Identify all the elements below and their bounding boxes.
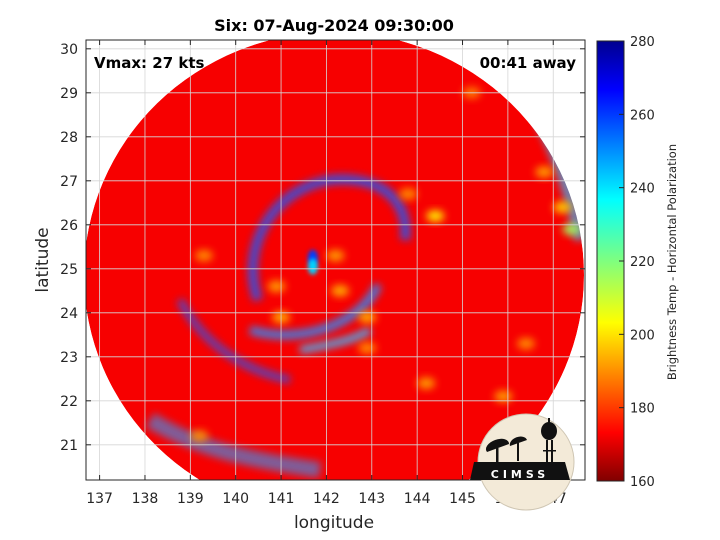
rainband-arc (145, 413, 322, 478)
swath-background (86, 40, 584, 480)
y-axis: 21 22 23 24 25 26 27 28 29 30 (60, 42, 585, 454)
feature-point (358, 342, 377, 354)
cimss-logo: CIMSS (470, 413, 575, 511)
y-tick-label: 30 (60, 42, 78, 58)
y-tick-label: 23 (60, 350, 78, 366)
rainband-arc (248, 282, 383, 340)
x-tick-label: 137 (86, 491, 113, 507)
y-tick-label: 24 (60, 306, 78, 322)
y-tick-label: 28 (60, 130, 78, 146)
feature-point (326, 249, 345, 262)
y-axis-label: latitude (33, 227, 53, 292)
x-tick-label: 138 (132, 491, 159, 507)
colorbar-label: Brightness Temp - Horizontal Polarizatio… (665, 144, 679, 380)
feature-point (535, 166, 554, 178)
feature-point (417, 377, 436, 390)
grid (86, 40, 585, 480)
satellite-dish-icon (485, 436, 527, 462)
feature-point (267, 280, 286, 293)
colorbar: 160 180 200 220 240 260 280 Brightness Temp - … (596, 35, 679, 490)
time-away-annotation: 00:41 away (480, 54, 577, 72)
feature-point (190, 430, 209, 442)
y-tick-label: 27 (60, 174, 78, 190)
x-tick-label: 143 (358, 491, 385, 507)
feature-point (426, 210, 445, 222)
y-tick-label: 26 (60, 218, 78, 234)
colorbar-tick-label: 220 (630, 255, 655, 270)
y-tick-label: 29 (60, 86, 78, 102)
colorbar-tick-label: 280 (630, 35, 655, 50)
feature-point (194, 249, 213, 262)
y-tick-label: 21 (60, 438, 78, 454)
feature-point (517, 337, 536, 350)
feature-point (399, 188, 418, 200)
swath-image (86, 40, 584, 480)
colorbar-tick-label: 200 (630, 328, 655, 343)
colorbar-ticks: 160 180 200 220 240 260 280 (619, 35, 655, 490)
logo-text: CIMSS (491, 468, 549, 481)
x-tick-label: 141 (268, 491, 295, 507)
water-tower-icon (541, 418, 557, 464)
feature-point (562, 223, 581, 236)
rainband-arc (247, 174, 411, 302)
x-axis-label: longitude (294, 513, 374, 533)
rainband-arc (176, 298, 291, 384)
rainband-arc (299, 326, 373, 354)
vmax-annotation: Vmax: 27 kts (94, 54, 204, 72)
colorbar-tick-label: 240 (630, 182, 655, 197)
feature-point (331, 284, 350, 297)
x-tick-label: 139 (177, 491, 204, 507)
colorbar-tick-label: 180 (630, 402, 655, 417)
y-tick-label: 25 (60, 262, 78, 278)
x-tick-label: 144 (404, 491, 431, 507)
feature-point (307, 258, 318, 275)
axes-box (85, 39, 586, 481)
chart-title: Six: 07-Aug-2024 09:30:00 (214, 16, 454, 35)
x-tick-label: 142 (313, 491, 340, 507)
logo-ground (470, 462, 570, 480)
x-tick-label: 140 (222, 491, 249, 507)
feature-point (553, 201, 572, 214)
colorbar-tick-label: 260 (630, 108, 655, 123)
y-tick-label: 22 (60, 394, 78, 410)
colorbar-tick-label: 160 (630, 475, 655, 490)
x-tick-label: 145 (449, 491, 476, 507)
